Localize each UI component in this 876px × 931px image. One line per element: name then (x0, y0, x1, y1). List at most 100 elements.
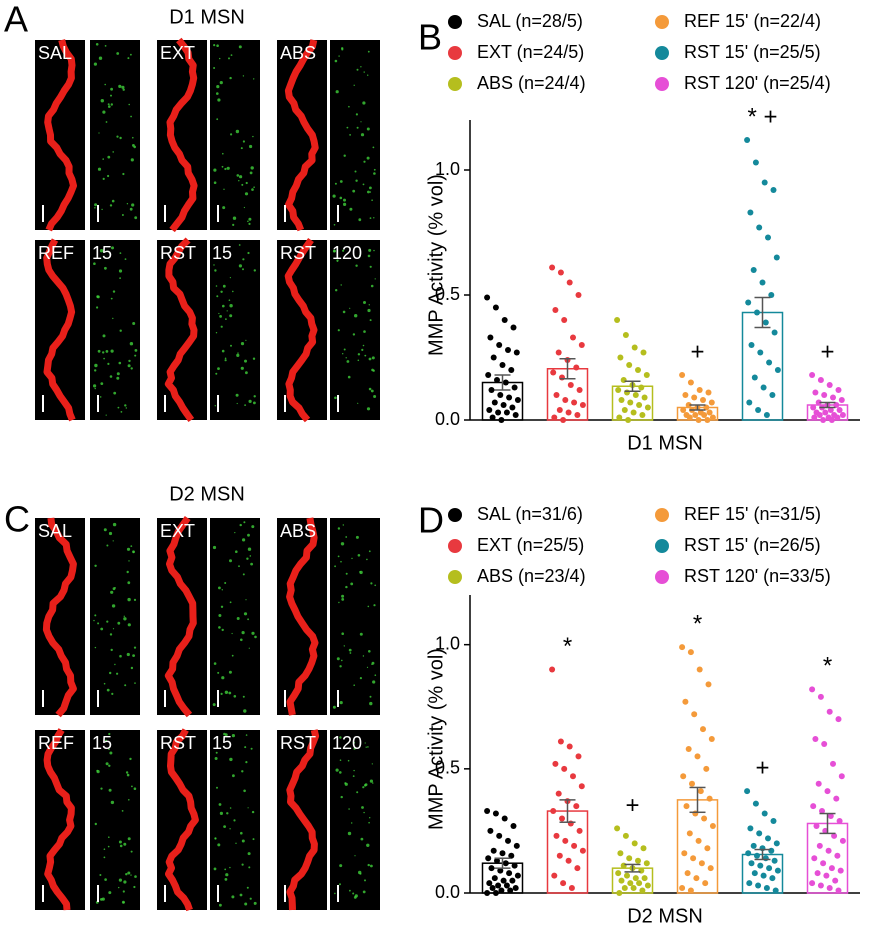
puncta (107, 155, 111, 159)
puncta (109, 633, 113, 636)
data-point (817, 377, 824, 383)
data-point (513, 349, 520, 356)
image-label: 15 (92, 733, 112, 753)
data-point (760, 384, 767, 391)
puncta (100, 787, 103, 790)
puncta (109, 671, 112, 675)
puncta (335, 768, 339, 772)
puncta (127, 623, 131, 627)
data-point (679, 885, 686, 892)
data-point (550, 369, 557, 376)
image-label: RST (160, 733, 196, 753)
puncta (236, 402, 238, 405)
puncta (253, 401, 256, 405)
data-point (620, 862, 627, 869)
puncta (249, 144, 253, 149)
data-point (768, 292, 775, 298)
puncta (134, 682, 136, 684)
data-point (486, 407, 493, 413)
puncta (361, 806, 364, 809)
data-point (566, 279, 573, 286)
image-tile (35, 730, 85, 910)
puncta (129, 757, 132, 761)
data-point (509, 877, 516, 884)
data-point (759, 279, 766, 286)
puncta (347, 831, 352, 836)
data-point (817, 693, 824, 700)
data-point (562, 837, 569, 844)
y-axis-label: MMP Activity (% vol) (425, 648, 447, 830)
puncta (123, 842, 127, 846)
puncta (107, 362, 110, 365)
data-point (638, 867, 645, 874)
puncta (360, 66, 362, 68)
puncta (213, 264, 215, 266)
puncta (116, 135, 119, 138)
puncta (99, 396, 102, 398)
data-point (679, 644, 686, 651)
puncta (357, 353, 361, 356)
data-point (500, 402, 507, 408)
data-point (691, 711, 698, 718)
data-point (831, 832, 838, 839)
puncta (98, 56, 103, 60)
puncta (109, 204, 113, 207)
data-point (682, 392, 689, 398)
puncta (364, 742, 366, 744)
data-point (627, 399, 634, 406)
puncta (118, 840, 122, 844)
puncta (229, 828, 231, 830)
puncta (332, 194, 336, 198)
data-point (499, 362, 506, 368)
puncta (219, 903, 222, 907)
puncta (368, 387, 372, 391)
puncta (367, 308, 371, 313)
puncta (240, 638, 243, 642)
data-point (630, 885, 637, 892)
puncta (339, 736, 342, 739)
legend-label: ABS (n=24/4) (477, 73, 586, 93)
image-label: 15 (92, 243, 112, 263)
puncta (225, 873, 229, 877)
puncta (93, 62, 97, 66)
data-point (503, 409, 510, 416)
puncta (230, 133, 233, 136)
puncta (105, 739, 107, 742)
legend-marker (448, 539, 462, 553)
puncta (363, 160, 366, 163)
data-point (690, 855, 697, 862)
image-tile (35, 40, 85, 230)
data-point (822, 409, 829, 416)
puncta (371, 763, 373, 765)
puncta (236, 174, 240, 177)
image-label: 15 (212, 733, 232, 753)
puncta (224, 868, 227, 871)
data-point (834, 852, 841, 859)
puncta (106, 688, 110, 692)
significance-marker: * (563, 633, 572, 660)
data-point (708, 736, 715, 743)
data-point (765, 835, 771, 842)
data-point (771, 857, 778, 864)
legend-label: REF 15' (n=22/4) (684, 11, 821, 31)
data-point (809, 880, 816, 887)
data-point (574, 412, 581, 418)
data-point (616, 890, 623, 896)
puncta (132, 322, 136, 325)
puncta (101, 897, 105, 901)
data-point (496, 342, 503, 348)
puncta (214, 757, 218, 760)
puncta (363, 811, 365, 814)
data-point (636, 880, 643, 887)
puncta (356, 126, 359, 129)
data-point (578, 342, 585, 348)
data-point (747, 825, 754, 832)
puncta (343, 348, 346, 351)
puncta (121, 810, 124, 812)
puncta (118, 878, 122, 882)
image-label: SAL (38, 521, 72, 541)
data-point (837, 867, 844, 874)
puncta (240, 366, 244, 370)
puncta (214, 269, 217, 272)
puncta (116, 52, 120, 55)
